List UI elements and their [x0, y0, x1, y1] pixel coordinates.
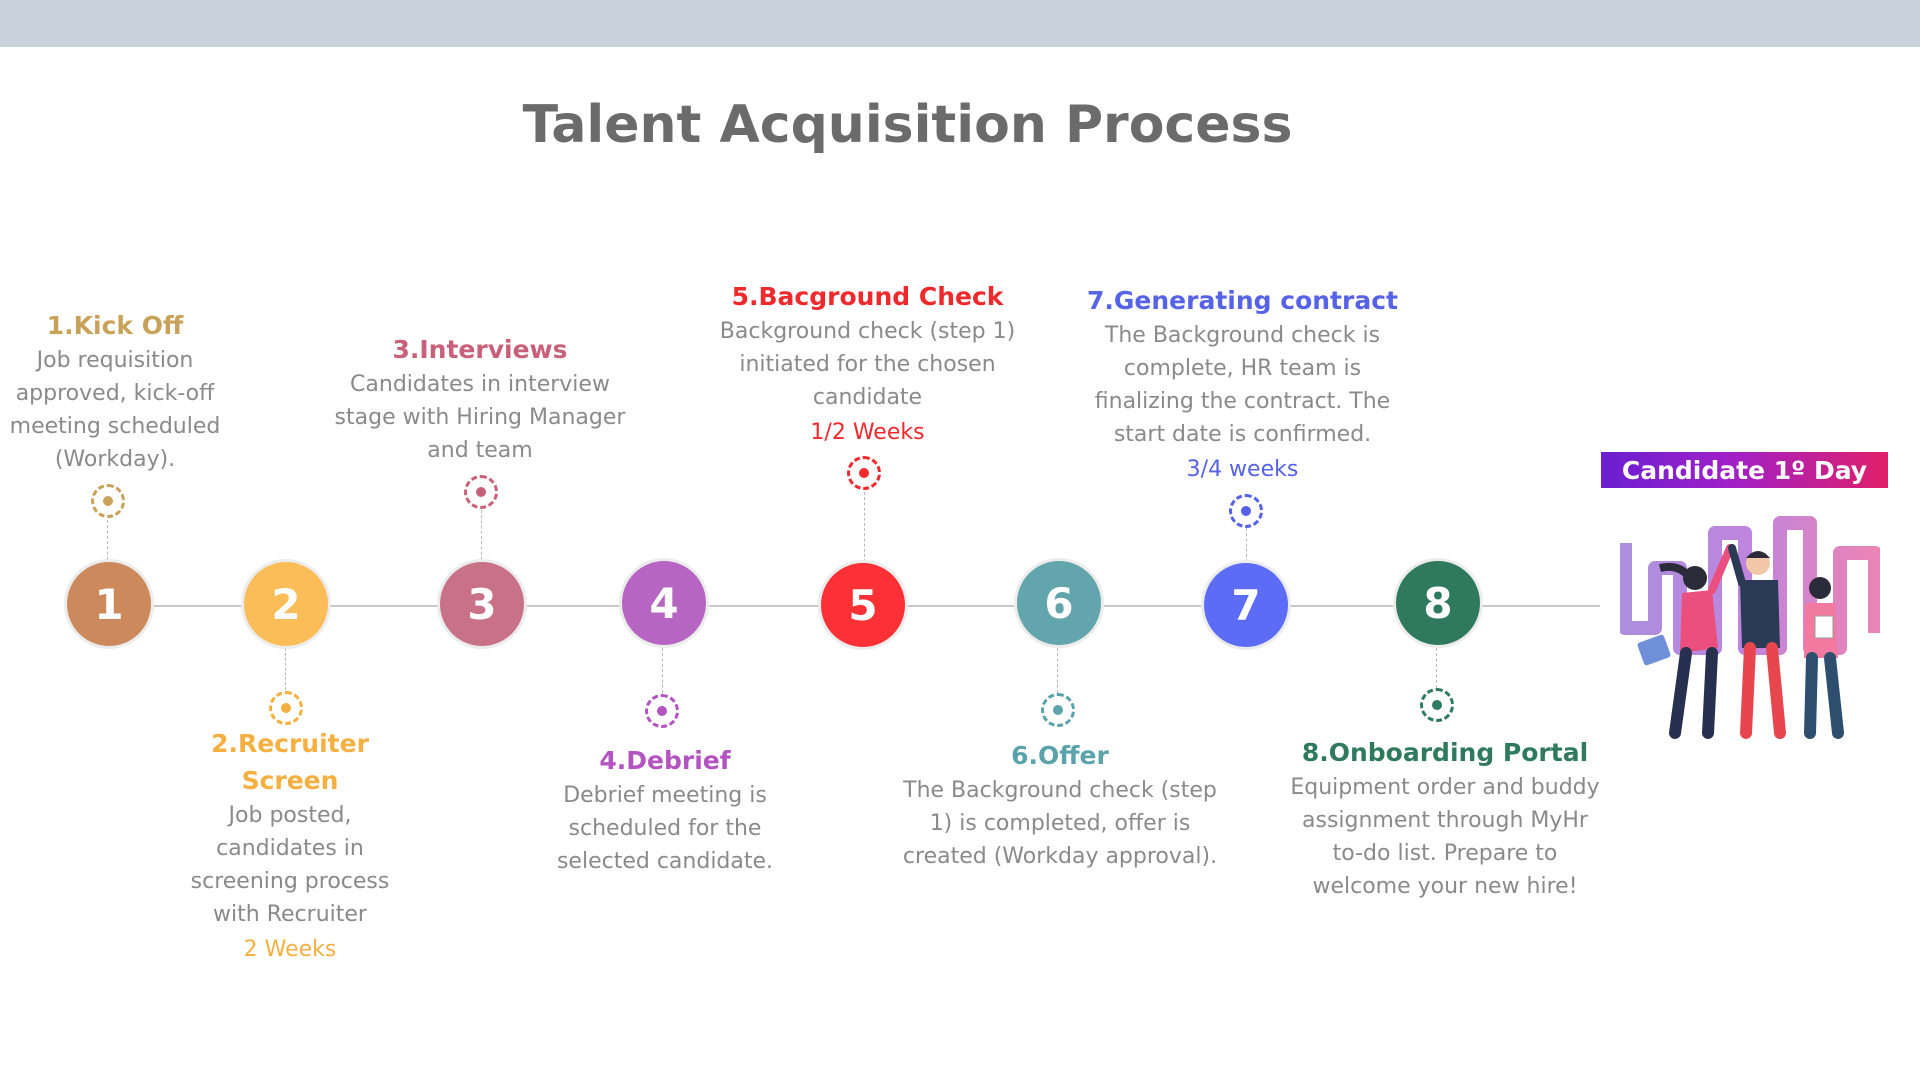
- step-4-text: 4.Debrief Debrief meeting is scheduled f…: [550, 742, 780, 878]
- connector-8: [1436, 648, 1437, 688]
- step-3-text: 3.Interviews Candidates in interview sta…: [330, 331, 630, 467]
- step-7-text: 7.Generating contract The Background che…: [1080, 282, 1405, 486]
- top-banner: [0, 0, 1920, 47]
- marker-8-icon: [1420, 688, 1454, 722]
- step-2-duration: 2 Weeks: [243, 937, 337, 962]
- connector-3: [481, 510, 482, 560]
- marker-7-icon: [1229, 494, 1263, 528]
- connector-7: [1246, 528, 1247, 562]
- step-node-4: 4: [619, 558, 709, 648]
- connector-2: [285, 648, 286, 690]
- marker-4-icon: [645, 694, 679, 728]
- connector-4: [662, 648, 663, 693]
- step-node-8: 8: [1393, 558, 1483, 648]
- step-6-title: 6.Offer: [1011, 741, 1109, 770]
- step-4-description: Debrief meeting is scheduled for the sel…: [556, 783, 774, 874]
- step-5-description: Background check (step 1) initiated for …: [719, 319, 1016, 410]
- step-5-title: 5.Bacground Check: [731, 282, 1004, 311]
- step-2-text: 2.Recruiter Screen Job posted, candidate…: [180, 725, 400, 966]
- connector-5: [864, 492, 865, 562]
- step-8-title: 8.Onboarding Portal: [1301, 738, 1589, 767]
- connector-6: [1057, 648, 1058, 693]
- step-6-text: 6.Offer The Background check (step 1) is…: [900, 737, 1220, 873]
- marker-6-icon: [1041, 693, 1075, 727]
- marker-3-icon: [464, 475, 498, 509]
- step-8-description: Equipment order and buddy assignment thr…: [1290, 775, 1600, 899]
- step-7-title: 7.Generating contract: [1087, 286, 1398, 315]
- step-6-description: The Background check (step 1) is complet…: [902, 778, 1218, 869]
- candidate-first-day-badge: Candidate 1º Day: [1601, 452, 1888, 488]
- step-2-title: 2.Recruiter Screen: [211, 729, 369, 795]
- page-title: Talent Acquisition Process: [522, 95, 1293, 155]
- step-2-description: Job posted, candidates in screening proc…: [190, 803, 390, 927]
- step-1-description: Job requisition approved, kick-off meeti…: [9, 348, 221, 472]
- marker-5-icon: [847, 456, 881, 490]
- step-1-title: 1.Kick Off: [46, 311, 184, 340]
- step-3-title: 3.Interviews: [392, 335, 568, 364]
- step-8-text: 8.Onboarding Portal Equipment order and …: [1290, 734, 1600, 903]
- step-7-description: The Background check is complete, HR tea…: [1094, 323, 1391, 447]
- step-node-3: 3: [437, 559, 527, 649]
- step-3-description: Candidates in interview stage with Hirin…: [334, 372, 626, 463]
- step-node-5: 5: [818, 560, 908, 650]
- marker-1-icon: [91, 484, 125, 518]
- step-5-duration: 1/2 Weeks: [810, 420, 925, 445]
- step-node-2: 2: [241, 559, 331, 649]
- step-4-title: 4.Debrief: [599, 746, 731, 775]
- connector-1: [107, 520, 108, 565]
- step-7-duration: 3/4 weeks: [1186, 457, 1299, 482]
- marker-2-icon: [269, 691, 303, 725]
- step-1-text: 1.Kick Off Job requisition approved, kic…: [0, 307, 230, 476]
- step-5-text: 5.Bacground Check Background check (step…: [705, 278, 1030, 449]
- step-node-6: 6: [1014, 558, 1104, 648]
- step-node-1: 1: [64, 559, 154, 649]
- team-celebration-illustration-icon: [1620, 516, 1880, 739]
- step-node-7: 7: [1201, 560, 1291, 650]
